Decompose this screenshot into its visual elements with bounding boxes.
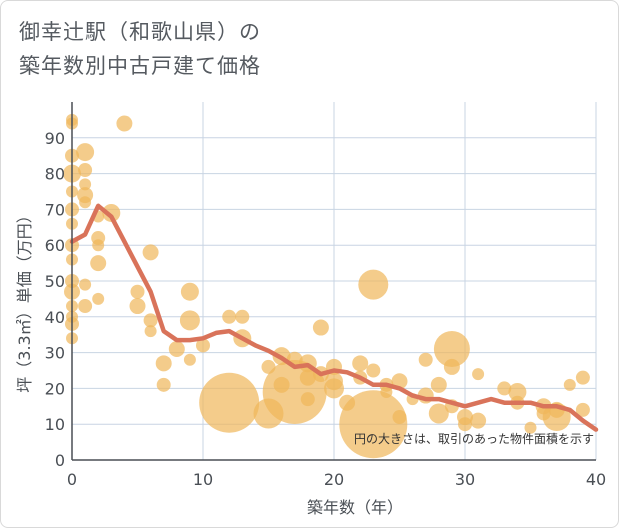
data-bubble bbox=[472, 368, 485, 381]
data-bubble bbox=[524, 421, 537, 434]
data-bubble bbox=[497, 381, 512, 396]
data-bubble bbox=[130, 284, 145, 299]
data-bubble bbox=[392, 410, 407, 425]
data-bubble bbox=[235, 309, 250, 324]
data-bubble bbox=[78, 299, 93, 314]
data-bubble bbox=[366, 363, 381, 378]
chart-title: 御幸辻駅（和歌山県）の 築年数別中古戸建て価格 bbox=[19, 15, 261, 83]
data-bubble bbox=[339, 390, 408, 459]
y-tick-label: 40 bbox=[45, 308, 65, 327]
data-bubble bbox=[142, 244, 159, 261]
data-bubble bbox=[443, 358, 460, 375]
data-bubble bbox=[508, 382, 527, 401]
data-bubble bbox=[418, 352, 433, 367]
data-bubble bbox=[433, 331, 470, 368]
trend-line bbox=[69, 203, 599, 432]
axes: 0 10 20 30 40 50 60 70 80 90 0 10 20 30 40 bbox=[45, 102, 606, 489]
data-bubble bbox=[563, 378, 576, 391]
data-bubble bbox=[352, 355, 369, 372]
x-tick-label: 40 bbox=[586, 470, 606, 489]
data-bubble bbox=[92, 239, 105, 252]
data-bubble bbox=[199, 372, 260, 433]
data-bubble bbox=[180, 282, 199, 301]
data-bubble bbox=[168, 341, 185, 358]
y-tick-label: 0 bbox=[55, 451, 65, 470]
y-tick-label: 60 bbox=[45, 236, 65, 255]
trend-layer bbox=[69, 203, 599, 432]
y-tick-label: 50 bbox=[45, 272, 65, 291]
data-bubble bbox=[358, 269, 389, 300]
y-tick-label: 10 bbox=[45, 415, 65, 434]
data-bubble bbox=[143, 313, 158, 328]
data-bubble bbox=[430, 376, 447, 393]
data-bubble bbox=[155, 355, 172, 372]
bubble-size-note: 円の大きさは、取引のあった物件面積を示す bbox=[354, 431, 594, 446]
data-bubble bbox=[183, 353, 196, 366]
y-tick-label: 80 bbox=[45, 165, 65, 184]
data-bubble bbox=[324, 378, 344, 399]
data-bubble bbox=[575, 402, 590, 417]
data-bubble bbox=[312, 319, 329, 336]
data-bubble bbox=[179, 310, 200, 331]
y-tick-label: 30 bbox=[45, 344, 65, 363]
y-tick-label: 20 bbox=[45, 379, 65, 398]
chart-title-line1: 御幸辻駅（和歌山県）の bbox=[19, 20, 261, 44]
data-bubble bbox=[156, 377, 171, 392]
data-bubble bbox=[300, 392, 315, 407]
y-tick-label: 90 bbox=[45, 129, 65, 148]
x-tick-label: 0 bbox=[67, 470, 77, 489]
x-tick-label: 10 bbox=[193, 470, 213, 489]
data-bubble bbox=[428, 403, 449, 424]
data-bubble bbox=[196, 338, 210, 353]
data-bubble bbox=[222, 309, 237, 324]
data-bubble bbox=[380, 385, 393, 398]
data-bubble bbox=[90, 255, 107, 272]
data-bubble bbox=[92, 292, 105, 305]
data-bubble bbox=[470, 412, 487, 429]
bubble-layer bbox=[63, 113, 590, 459]
data-bubble bbox=[79, 196, 92, 209]
data-bubble bbox=[76, 143, 95, 162]
x-tick-label: 20 bbox=[324, 470, 344, 489]
x-tick-label: 30 bbox=[455, 470, 475, 489]
data-bubble bbox=[102, 203, 121, 222]
data-bubble bbox=[299, 369, 316, 386]
x-axis-label: 築年数（年） bbox=[307, 498, 403, 517]
data-bubble bbox=[78, 163, 93, 178]
data-bubble bbox=[79, 278, 92, 291]
data-bubble bbox=[79, 178, 92, 191]
data-bubble bbox=[575, 370, 590, 385]
chart-title-line2: 築年数別中古戸建て価格 bbox=[19, 54, 261, 78]
y-tick-label: 70 bbox=[45, 200, 65, 219]
y-axis-label: 坪（3.3㎡）単価（万円） bbox=[15, 207, 34, 392]
data-bubble bbox=[116, 115, 133, 132]
data-bubble bbox=[129, 298, 146, 315]
data-bubble bbox=[144, 325, 157, 338]
data-bubble bbox=[458, 417, 472, 432]
